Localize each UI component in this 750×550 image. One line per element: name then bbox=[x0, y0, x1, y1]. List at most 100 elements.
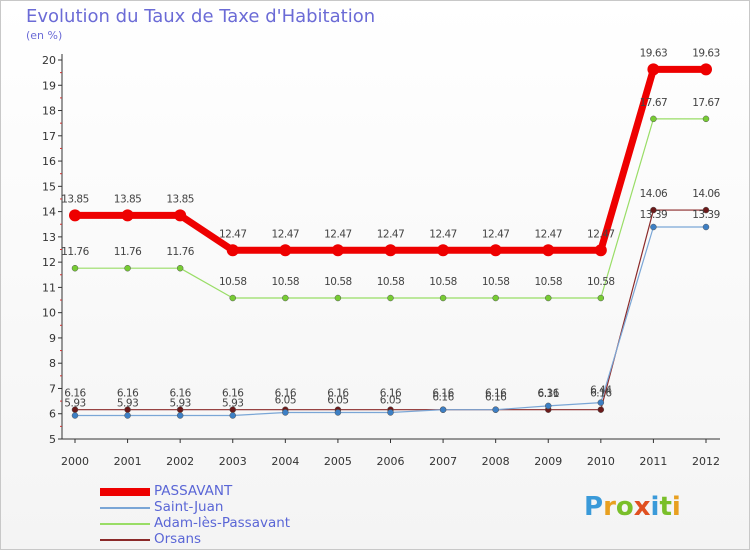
series-point bbox=[384, 244, 397, 257]
series-point bbox=[489, 244, 502, 257]
y-tick-label: 11 bbox=[42, 281, 56, 294]
series-point bbox=[334, 409, 342, 416]
series-point bbox=[702, 206, 710, 214]
series-point bbox=[702, 115, 710, 123]
x-tick-label: 2002 bbox=[166, 455, 194, 468]
data-label: 6.16 bbox=[432, 388, 454, 400]
data-label: 6.16 bbox=[275, 388, 297, 400]
y-tick-label: 17 bbox=[42, 130, 56, 143]
legend-swatch bbox=[100, 507, 150, 509]
data-labels: 13.85 13.85 13.85 12.47 12.47 12.47 12.47 12.47… bbox=[61, 47, 721, 410]
x-tick-label: 2000 bbox=[61, 455, 89, 468]
data-label: 10.58 bbox=[324, 276, 352, 288]
series-point bbox=[545, 294, 552, 302]
legend-label: Orsans bbox=[154, 531, 202, 547]
legend-label: Adam-lès-Passavant bbox=[154, 515, 291, 531]
logo-letter: i bbox=[671, 492, 681, 522]
data-label: 6.44 bbox=[590, 385, 612, 397]
data-label: 14.06 bbox=[640, 188, 668, 200]
series-point bbox=[334, 294, 342, 302]
data-label: 13.85 bbox=[61, 193, 89, 205]
data-label: 11.76 bbox=[61, 246, 89, 258]
series-point bbox=[542, 244, 555, 257]
data-label: 11.76 bbox=[166, 246, 194, 258]
data-label: 17.67 bbox=[692, 97, 720, 109]
series-point bbox=[282, 294, 289, 302]
y-tick-label: 18 bbox=[42, 105, 56, 118]
axes: 5 6 7 8 9 10 11 12 13 14 15 16 17 18 19 20 2000 2001 2002 2… bbox=[42, 54, 720, 468]
data-label: 12.47 bbox=[587, 228, 615, 240]
data-label: 13.39 bbox=[692, 209, 720, 221]
series-point bbox=[650, 223, 657, 231]
data-label: 6.05 bbox=[275, 394, 296, 406]
series-point bbox=[545, 402, 552, 410]
series-point bbox=[279, 244, 292, 257]
data-label: 12.47 bbox=[219, 228, 247, 240]
data-label: 6.16 bbox=[327, 388, 349, 400]
data-label: 19.63 bbox=[640, 47, 668, 59]
x-tick-label: 2008 bbox=[482, 455, 510, 468]
chart-title: Evolution du Taux de Taxe d'Habitation bbox=[26, 6, 376, 27]
series-point bbox=[124, 412, 131, 419]
y-tick-label: 5 bbox=[49, 433, 56, 446]
data-label: 10.58 bbox=[482, 276, 510, 288]
data-label: 6.16 bbox=[538, 388, 560, 400]
logo-letter: x bbox=[633, 492, 651, 522]
data-label: 19.63 bbox=[692, 47, 720, 59]
data-label: 6.16 bbox=[590, 388, 612, 400]
series-point bbox=[597, 399, 605, 406]
x-tick-label: 2012 bbox=[692, 455, 720, 468]
logo-letter: o bbox=[615, 492, 634, 522]
data-label: 6.31 bbox=[538, 388, 559, 400]
data-label: 10.58 bbox=[429, 276, 457, 288]
series-point bbox=[492, 406, 499, 413]
data-label: 5.93 bbox=[169, 398, 190, 410]
data-label: 6.05 bbox=[380, 394, 401, 406]
series-point bbox=[121, 209, 134, 222]
data-label: 10.58 bbox=[534, 276, 562, 288]
data-label: 10.58 bbox=[377, 276, 405, 288]
y-tick-label: 19 bbox=[42, 79, 56, 92]
series-point bbox=[700, 63, 712, 76]
y-tick-label: 15 bbox=[42, 180, 56, 193]
x-tick-label: 2004 bbox=[271, 455, 299, 468]
x-tick-label: 2006 bbox=[377, 455, 405, 468]
series-point bbox=[650, 115, 657, 123]
data-label: 6.16 bbox=[485, 388, 507, 400]
series-point bbox=[387, 294, 394, 302]
series-point bbox=[176, 264, 184, 272]
series-point bbox=[176, 412, 184, 419]
series-point bbox=[647, 63, 660, 76]
series-point bbox=[597, 406, 605, 413]
series-lines bbox=[69, 63, 712, 419]
unit-label: (en %) bbox=[26, 29, 63, 42]
data-label: 6.05 bbox=[327, 394, 348, 406]
data-label: 6.16 bbox=[485, 392, 507, 404]
series-point bbox=[71, 264, 79, 272]
series-point bbox=[229, 294, 236, 302]
logo-letter: P bbox=[584, 492, 604, 522]
x-tick-label: 2001 bbox=[114, 455, 142, 468]
y-tick-label: 14 bbox=[42, 206, 56, 219]
series-point bbox=[124, 264, 131, 272]
data-label: 5.93 bbox=[117, 398, 138, 410]
data-label: 12.47 bbox=[377, 228, 405, 240]
data-label: 5.93 bbox=[222, 398, 243, 410]
logo-letter: t bbox=[659, 492, 672, 522]
data-label: 6.16 bbox=[117, 388, 139, 400]
series-point bbox=[650, 206, 657, 214]
data-label: 10.58 bbox=[219, 276, 247, 288]
legend-label: Saint-Juan bbox=[154, 499, 224, 515]
y-tick-label: 12 bbox=[42, 256, 56, 269]
x-tick-label: 2003 bbox=[219, 455, 247, 468]
data-label: 6.16 bbox=[380, 388, 402, 400]
data-label: 11.76 bbox=[114, 246, 142, 258]
series-point bbox=[331, 244, 344, 257]
series-point bbox=[71, 412, 79, 419]
series-point bbox=[282, 409, 289, 416]
x-tick-label: 2010 bbox=[587, 455, 615, 468]
data-label: 17.67 bbox=[640, 97, 668, 109]
data-label: 13.85 bbox=[166, 193, 194, 205]
